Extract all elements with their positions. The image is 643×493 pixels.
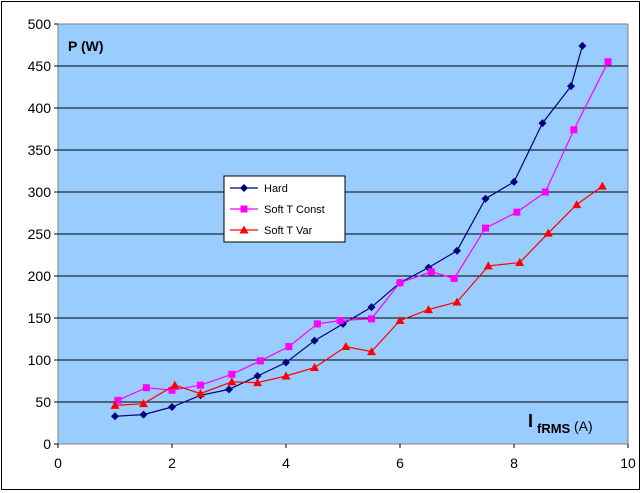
x-tick-label: 10 (620, 455, 636, 471)
data-point (396, 279, 404, 287)
data-point (227, 377, 237, 386)
legend-label: Soft T Const (264, 204, 325, 216)
data-point (510, 177, 518, 186)
data-point (139, 410, 148, 419)
x-axis-label-sub: fRMS (537, 421, 571, 436)
data-point (310, 363, 319, 372)
data-point (168, 386, 176, 394)
y-tick-label: 400 (28, 100, 52, 116)
data-point (597, 181, 607, 190)
data-point (228, 370, 236, 378)
data-point (253, 378, 262, 387)
data-point (543, 228, 553, 237)
data-point (538, 119, 547, 128)
series-2 (110, 181, 607, 409)
data-point (567, 82, 575, 91)
y-tick-label: 150 (28, 310, 52, 326)
y-tick-label: 0 (43, 436, 51, 452)
data-point (310, 336, 319, 345)
legend-marker (240, 184, 248, 192)
x-tick-labels: 0 2 4 6 8 10 (54, 444, 636, 471)
series-1 (114, 58, 612, 404)
data-point (253, 371, 262, 380)
data-point (111, 412, 119, 421)
data-point (427, 268, 435, 276)
data-point (336, 317, 344, 325)
data-point (515, 258, 525, 267)
x-tick-label: 4 (282, 455, 290, 471)
data-point (196, 389, 205, 398)
y-tick-label: 300 (28, 184, 52, 200)
data-point (481, 194, 490, 203)
data-point (281, 371, 291, 380)
series-layer (110, 41, 612, 421)
data-point (395, 316, 405, 325)
y-tick-label: 250 (28, 226, 52, 242)
data-point (142, 384, 150, 392)
data-point (450, 275, 458, 283)
data-point (482, 224, 489, 232)
y-tick-label: 350 (28, 142, 52, 158)
data-point (256, 357, 264, 365)
data-point (313, 320, 321, 328)
data-point (453, 246, 461, 255)
series-line (114, 185, 603, 406)
data-point (225, 385, 233, 394)
data-point (168, 403, 176, 412)
data-point (572, 200, 582, 209)
data-point (541, 188, 549, 196)
data-point (513, 208, 521, 216)
y-tick-label: 500 (28, 16, 52, 32)
x-axis-label: I fRMS (A) (528, 411, 593, 436)
data-point (197, 381, 204, 389)
data-point (367, 303, 376, 312)
data-point (368, 315, 375, 323)
legend-marker (240, 205, 248, 213)
data-point (570, 126, 578, 134)
data-point (139, 399, 148, 408)
x-tick-label: 6 (396, 455, 404, 471)
y-tick-label: 450 (28, 58, 52, 74)
data-point (114, 396, 122, 404)
x-axis-label-main: I (528, 411, 533, 431)
x-tick-label: 2 (168, 455, 176, 471)
series-line (114, 45, 583, 417)
legend: Hard Soft T Const Soft T Var (223, 175, 346, 243)
x-tick-label: 8 (510, 455, 518, 471)
data-point (424, 305, 433, 314)
data-point (285, 343, 293, 351)
legend-label: Hard (264, 183, 288, 195)
data-point (367, 347, 376, 356)
y-tick-label: 200 (28, 268, 52, 284)
data-point (578, 41, 587, 50)
y-tick-label: 50 (35, 394, 51, 410)
x-axis-label-unit: (A) (574, 418, 593, 434)
y-tick-labels: 0 50 100 150 200 250 300 350 400 450 500 (28, 16, 58, 452)
legend-marker (239, 225, 249, 234)
data-point (110, 400, 120, 409)
data-point (170, 380, 180, 389)
data-point (282, 358, 290, 367)
legend-label: Soft T Var (264, 225, 313, 237)
data-point (483, 261, 493, 270)
series-line (117, 61, 609, 401)
data-point (452, 297, 462, 306)
data-point (341, 342, 351, 351)
y-tick-label: 100 (28, 352, 52, 368)
y-axis-label: P (W) (68, 38, 104, 54)
x-tick-label: 0 (54, 455, 62, 471)
data-point (604, 58, 612, 66)
